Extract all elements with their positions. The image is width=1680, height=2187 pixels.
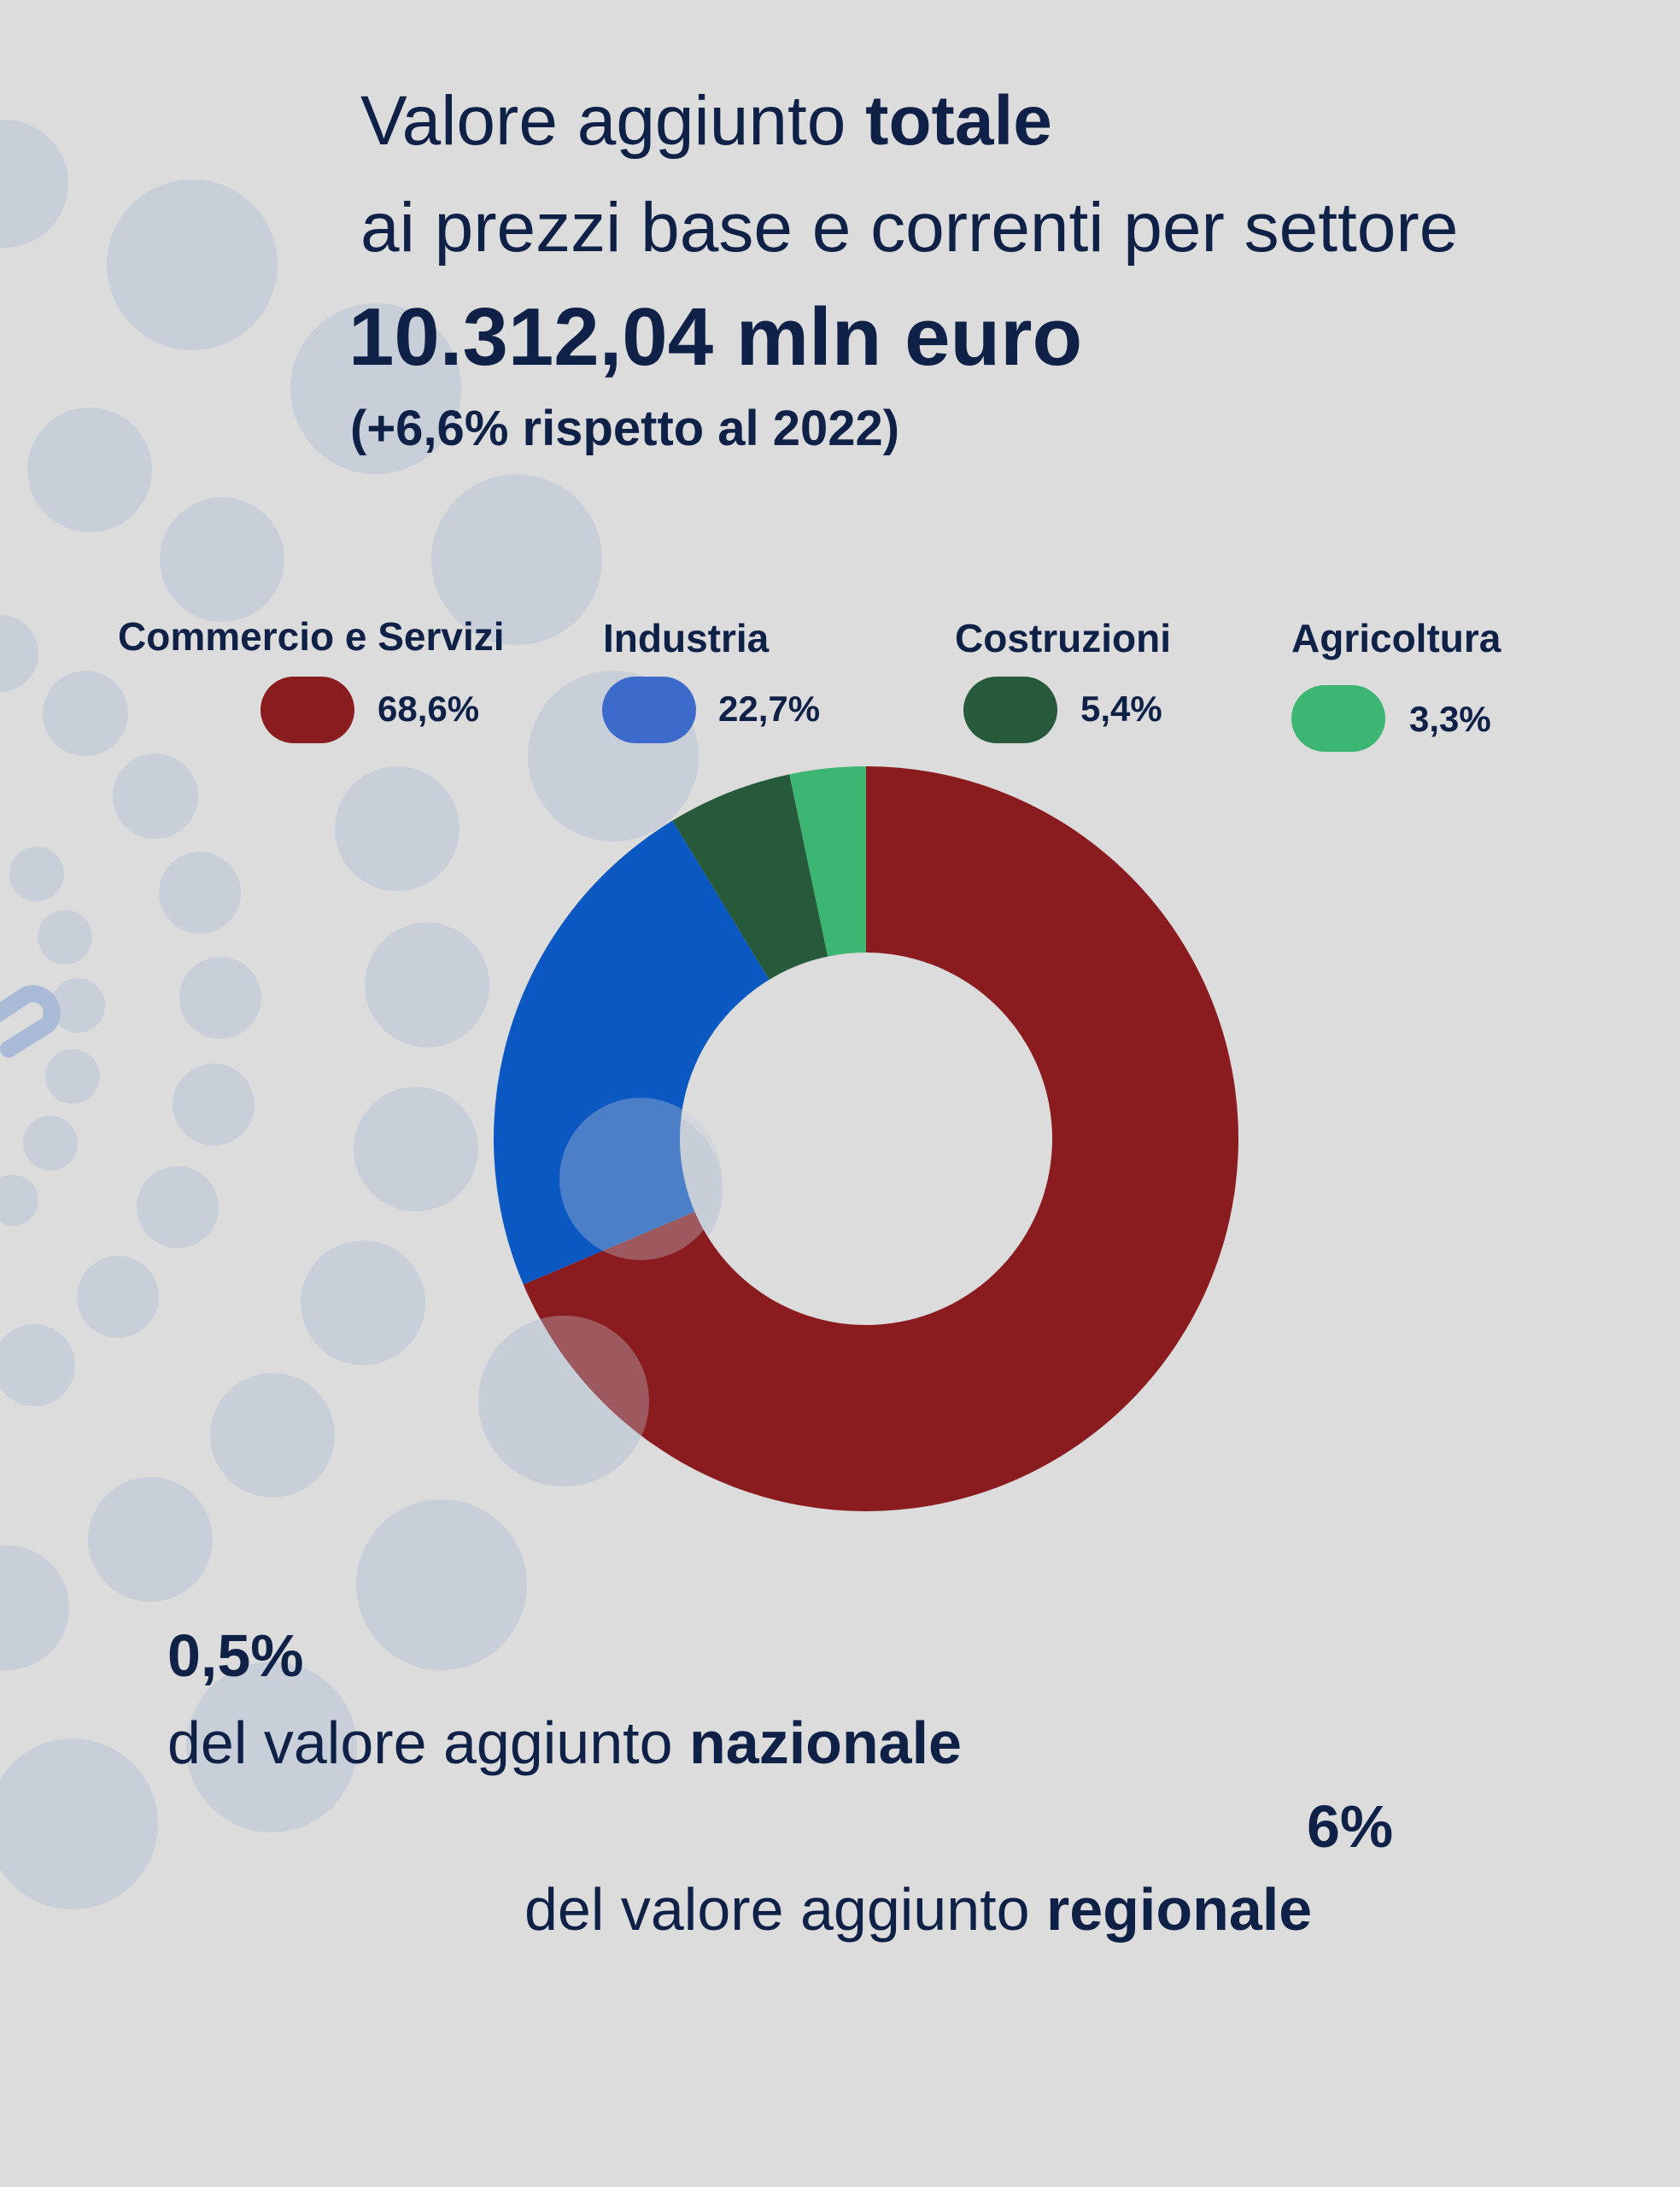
legend-label-costruzioni: Costruzioni <box>955 616 1171 660</box>
donut-slice-costruzioni <box>672 774 828 980</box>
national-text-bold: nazionale <box>689 1709 962 1776</box>
legend-swatch-commercio <box>260 677 354 743</box>
title-line-2: ai prezzi base e correnti per settore <box>360 189 1459 267</box>
donut-slice-commercio <box>523 766 1238 1511</box>
title-line-1-text: Valore aggiunto <box>360 82 866 160</box>
legend-label-commercio: Commercio e Servizi <box>118 614 505 659</box>
donut-overlay-circle-1 <box>559 1098 722 1260</box>
legend-swatch-agricoltura <box>1291 685 1385 752</box>
regional-text: del valore aggiunto regionale <box>524 1875 1312 1944</box>
regional-text-bold: regionale <box>1046 1876 1313 1943</box>
legend-swatch-industria <box>602 677 696 743</box>
national-text: del valore aggiunto nazionale <box>167 1709 962 1777</box>
regional-value: 6% <box>1307 1793 1394 1860</box>
legend-label-agricoltura: Agricoltura <box>1291 616 1501 660</box>
donut-slice-industria <box>493 820 770 1285</box>
national-value: 0,5% <box>167 1622 304 1689</box>
legend-value-costruzioni: 5,4% <box>1080 689 1162 729</box>
legend-value-industria: 22,7% <box>718 689 821 729</box>
change-value: (+6,6% rispetto al 2022) <box>350 401 900 456</box>
national-text-pre: del valore aggiunto <box>167 1709 689 1776</box>
donut-slice-agricoltura <box>789 766 866 957</box>
title-line-1-bold: totale <box>865 82 1052 160</box>
title-line-1: Valore aggiunto totale <box>360 81 1052 161</box>
total-value: 10.312,04 mln euro <box>348 291 1083 383</box>
regional-text-pre: del valore aggiunto <box>524 1876 1046 1943</box>
legend-value-agricoltura: 3,3% <box>1409 699 1491 739</box>
legend-label-industria: Industria <box>603 616 770 660</box>
donut-overlay-circle-2 <box>478 1316 649 1486</box>
legend-swatch-costruzioni <box>963 677 1057 743</box>
legend-value-commercio: 68,6% <box>378 689 480 729</box>
